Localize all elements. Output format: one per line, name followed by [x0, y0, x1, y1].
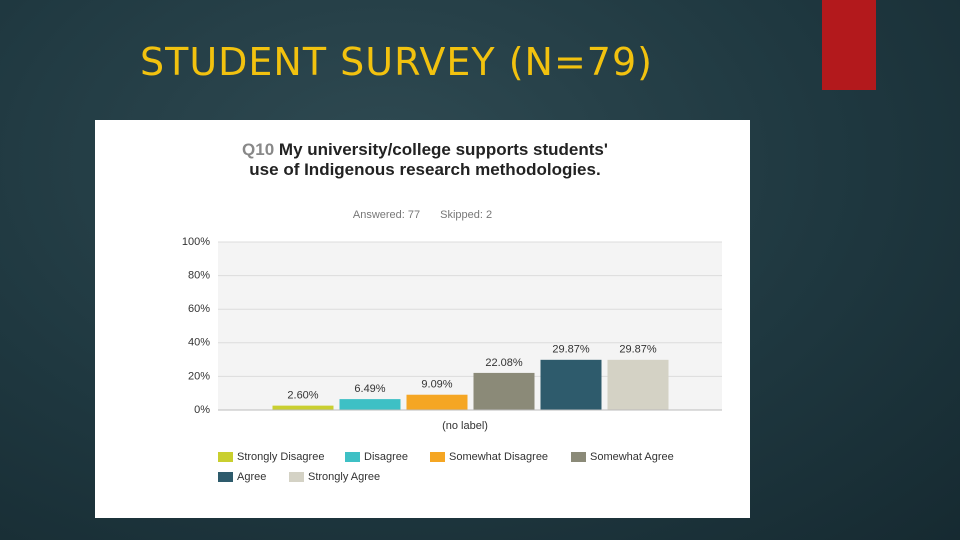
value-label: 6.49%	[354, 383, 385, 395]
value-label: 9.09%	[421, 379, 452, 391]
legend-swatch	[571, 452, 586, 462]
legend-swatch	[345, 452, 360, 462]
chart-title: My university/college supports students'…	[249, 140, 608, 179]
bar	[607, 359, 669, 410]
chart-panel: 0% 20% 40% 60% 80% 100% 2.60% 6.49% 9.09% 22.08% 2…	[95, 120, 750, 518]
bar	[406, 394, 468, 410]
answered: Answered: 77	[352, 209, 421, 221]
bar	[272, 405, 334, 410]
legend-label: Agree	[237, 471, 266, 483]
legend-label: Somewhat Agree	[590, 451, 674, 463]
legend-label: Disagree	[364, 451, 408, 463]
y-tick-label: 60%	[188, 303, 210, 315]
bar	[473, 372, 535, 410]
legend-swatch	[218, 452, 233, 462]
chart: 0% 20% 40% 60% 80% 100% 2.60% 6.49% 9.09% 22.08% 2…	[182, 236, 722, 483]
legend-label: Strongly Agree	[308, 471, 380, 483]
value-label: 2.60%	[287, 390, 318, 402]
y-tick-label: 0%	[194, 404, 210, 416]
value-label: 29.87%	[619, 344, 657, 356]
skipped: Skipped: 2	[440, 209, 493, 221]
slide-title: STUDENT SURVEY (N=79)	[140, 40, 653, 84]
y-tick-label: 20%	[188, 370, 210, 382]
chart-heading: Q10 My university/college supports stude…	[235, 140, 615, 180]
legend-swatch	[430, 452, 445, 462]
question-number: Q10	[242, 140, 275, 159]
legend-swatch	[289, 472, 304, 482]
y-tick-label: 80%	[188, 270, 210, 282]
bar	[339, 399, 401, 410]
value-label: 22.08%	[485, 357, 523, 369]
value-label: 29.87%	[552, 344, 590, 356]
response-stats: Answered: 77 Skipped: 2	[95, 209, 750, 221]
legend-label: Strongly Disagree	[237, 451, 324, 463]
legend-label: Somewhat Disagree	[449, 451, 548, 463]
legend-swatch	[218, 472, 233, 482]
bar	[540, 359, 602, 410]
x-axis-label: (no label)	[442, 420, 488, 432]
y-tick-label: 40%	[188, 337, 210, 349]
accent-bar	[822, 0, 876, 90]
y-tick-label: 100%	[182, 236, 210, 248]
